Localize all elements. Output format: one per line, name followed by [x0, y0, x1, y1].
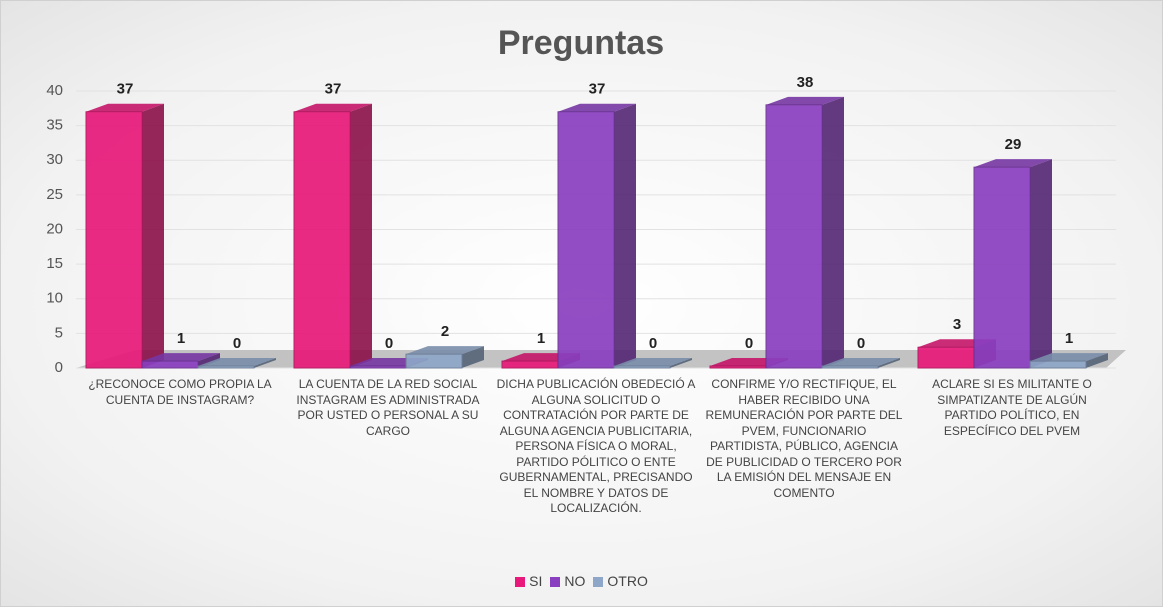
- value-label: 0: [745, 335, 753, 352]
- value-label: 37: [325, 81, 342, 98]
- y-tick-label: 35: [46, 117, 63, 134]
- bar-top: [558, 103, 636, 112]
- value-label: 38: [797, 74, 814, 91]
- bar-side: [1030, 159, 1052, 368]
- value-label: 3: [953, 316, 961, 333]
- x-tick-label: CONFIRME Y/O RECTIFIQUE, EL HABER RECIBI…: [705, 377, 903, 500]
- bar: [1029, 360, 1087, 369]
- value-label: 1: [1065, 330, 1073, 347]
- bar-side: [670, 358, 692, 368]
- x-tick-label: ¿RECONOCE COMO PROPIA LA CUENTA DE INSTA…: [88, 377, 272, 407]
- value-label: 29: [1005, 136, 1022, 153]
- bar: [709, 365, 767, 369]
- legend-item: OTRO: [593, 573, 648, 589]
- chart-title: Preguntas: [498, 24, 664, 62]
- bar-side: [1086, 353, 1108, 368]
- legend-label: SI: [529, 573, 543, 589]
- bar-top: [822, 358, 900, 366]
- bar-top: [614, 358, 692, 366]
- legend-label: OTRO: [607, 573, 648, 589]
- legend-swatch: [593, 577, 604, 587]
- bar-top: [974, 159, 1052, 168]
- y-tick-label: 25: [46, 186, 63, 203]
- bar-side: [350, 103, 372, 369]
- bar-top: [198, 358, 276, 366]
- value-label: 1: [177, 330, 185, 347]
- legend-label: NO: [564, 573, 586, 589]
- bar-top: [1030, 353, 1108, 362]
- y-tick-label: 10: [46, 290, 63, 307]
- value-label: 0: [857, 335, 865, 352]
- bar-top: [86, 103, 164, 112]
- y-tick-label: 20: [46, 220, 63, 237]
- bar-side: [142, 103, 164, 369]
- bar-top: [294, 103, 372, 112]
- bar-side: [462, 346, 484, 368]
- y-tick-label: 40: [46, 82, 63, 99]
- bar-side: [254, 358, 276, 368]
- bar: [349, 365, 407, 369]
- bar: [85, 111, 143, 369]
- bar: [973, 166, 1031, 369]
- y-tick-label: 30: [46, 151, 63, 168]
- value-label: 1: [537, 330, 545, 347]
- bar: [557, 111, 615, 369]
- bar: [917, 346, 975, 369]
- y-tick-label: 15: [46, 255, 63, 272]
- bar-side: [878, 358, 900, 368]
- bar: [197, 365, 255, 369]
- legend-swatch: [550, 577, 561, 587]
- bar-side: [822, 96, 844, 368]
- x-tick-label: DICHA PUBLICACIÓN OBEDECIÓ A ALGUNA SOLI…: [496, 377, 696, 515]
- bar: [765, 104, 823, 369]
- x-tick-label: ACLARE SI ES MILITANTE O SIMPATIZANTE DE…: [932, 377, 1092, 438]
- bar-top: [766, 96, 844, 105]
- bar: [613, 365, 671, 369]
- legend-item: NO: [550, 573, 585, 589]
- bar-side: [614, 103, 636, 369]
- value-label: 0: [649, 335, 657, 352]
- value-label: 0: [385, 335, 393, 352]
- y-tick-label: 5: [55, 324, 63, 341]
- x-tick-label: LA CUENTA DE LA RED SOCIAL INSTAGRAM ES …: [296, 377, 480, 438]
- y-tick-label: 0: [55, 359, 63, 376]
- bar: [821, 365, 879, 369]
- bar: [405, 353, 463, 369]
- legend: SI NO OTRO: [1, 573, 1162, 589]
- bar-top: [406, 346, 484, 355]
- legend-item: SI: [515, 573, 542, 589]
- value-label: 0: [233, 335, 241, 352]
- bar-top: [142, 353, 220, 362]
- bar: [141, 360, 199, 369]
- bar: [293, 111, 351, 369]
- bar: [501, 360, 559, 369]
- value-label: 37: [117, 81, 134, 98]
- legend-swatch: [515, 577, 526, 587]
- value-label: 2: [441, 323, 449, 340]
- value-label: 37: [589, 81, 606, 98]
